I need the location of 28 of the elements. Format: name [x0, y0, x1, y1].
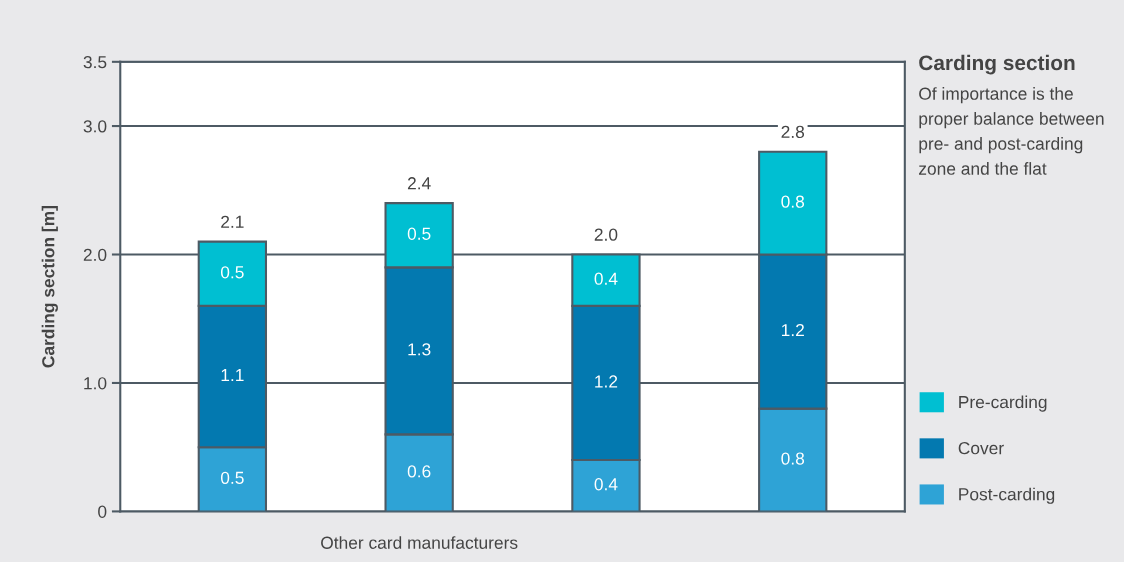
y-tick-label: 0	[98, 505, 107, 518]
data-label: 0.6	[407, 465, 431, 478]
data-label: 0.8	[781, 195, 805, 208]
data-label: 0.8	[781, 452, 805, 465]
y-tick-label: 1.0	[84, 377, 107, 390]
y-tick-label: 3.0	[83, 120, 107, 133]
y-tick-label: 3.5	[83, 55, 107, 69]
y-tick-label: 2.0	[83, 248, 107, 261]
legend-label: Pre-carding	[959, 395, 1047, 412]
total-label: 2.1	[221, 215, 244, 228]
data-label: 1.2	[595, 375, 618, 388]
total-label: 2.4	[407, 177, 431, 190]
data-label: 0.4	[594, 478, 618, 491]
data-label: 0.5	[220, 266, 244, 279]
total-label: 2.8	[781, 125, 805, 139]
text: Carding section	[919, 54, 1075, 75]
text: Other card manufacturers	[321, 536, 518, 549]
text: Of importance is the proper balance between pre- and post-carding zone and the flat	[919, 87, 1104, 175]
total-label: 2.0	[594, 228, 618, 241]
data-label: 0.4	[594, 272, 618, 285]
data-label: 0.5	[220, 471, 244, 484]
y-axis-title: Carding section [m]	[41, 206, 58, 368]
data-label: 1.1	[221, 369, 244, 382]
data-label: 0.5	[407, 227, 431, 240]
legend-label: Cover	[958, 442, 1004, 455]
data-label: 1.3	[408, 343, 431, 356]
data-label: 1.2	[782, 323, 804, 337]
legend-label: Post-carding	[959, 487, 1055, 504]
